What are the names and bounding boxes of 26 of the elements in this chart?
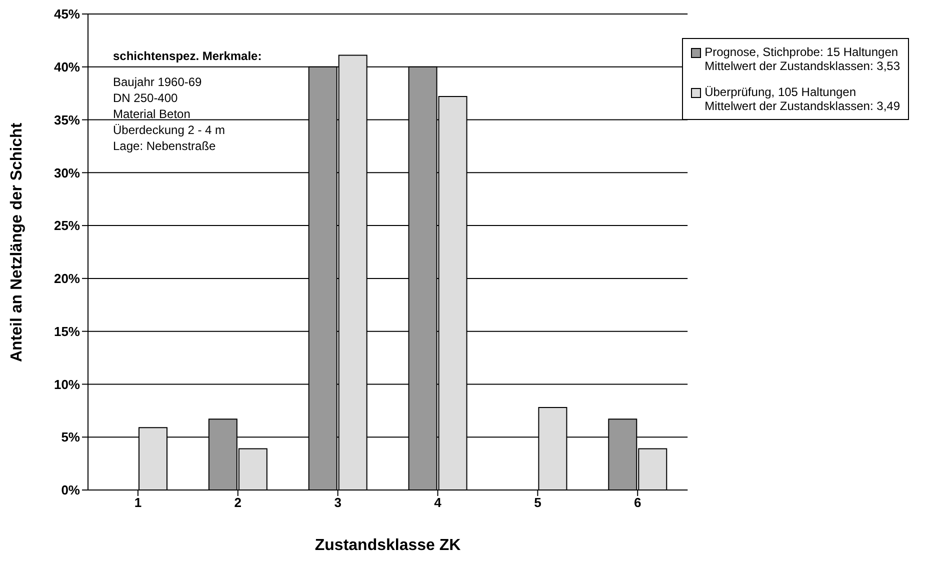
y-tick-label: 5% (61, 430, 80, 445)
y-axis-title: Anteil an Netzlänge der Schicht (8, 122, 26, 362)
x-tick-label: 5 (534, 495, 542, 510)
text: Lage: Nebenstraße (113, 139, 216, 153)
y-tick-label: 10% (54, 376, 80, 392)
text: schichtenspez. Merkmale: (113, 49, 262, 63)
legend-label: Überprüfung, 105 Haltungen Mittelwert der Zustandsklassen: 3,49 (704, 85, 900, 113)
text: Baujahr 1960-69 (113, 75, 202, 89)
x-tick-label: 2 (234, 495, 242, 510)
text: DN 250-400 (113, 91, 178, 105)
x-tick-label: 6 (634, 495, 642, 510)
y-tick-label: 40% (54, 60, 80, 75)
y-tick-label: 30% (54, 165, 80, 180)
x-tick-label: 4 (434, 495, 442, 510)
y-tick-label: 0% (61, 482, 80, 498)
y-tick-label: 25% (54, 218, 80, 234)
y-tick-label: 35% (54, 112, 80, 128)
y-tick-label: 20% (54, 271, 80, 286)
x-axis-title: Zustandsklasse ZK (314, 537, 462, 554)
x-tick-label: 3 (334, 495, 342, 510)
x-tick-label: 1 (134, 495, 142, 510)
y-tick-label: 15% (54, 324, 80, 339)
y-tick-label: 45% (54, 6, 80, 22)
text: Material Beton (113, 107, 190, 121)
legend-label: Prognose, Stichprobe: 15 Haltungen Mittelwert der Zustandsklassen: 3,53 (704, 45, 900, 73)
text: Überdeckung 2 - 4 m (113, 123, 226, 137)
